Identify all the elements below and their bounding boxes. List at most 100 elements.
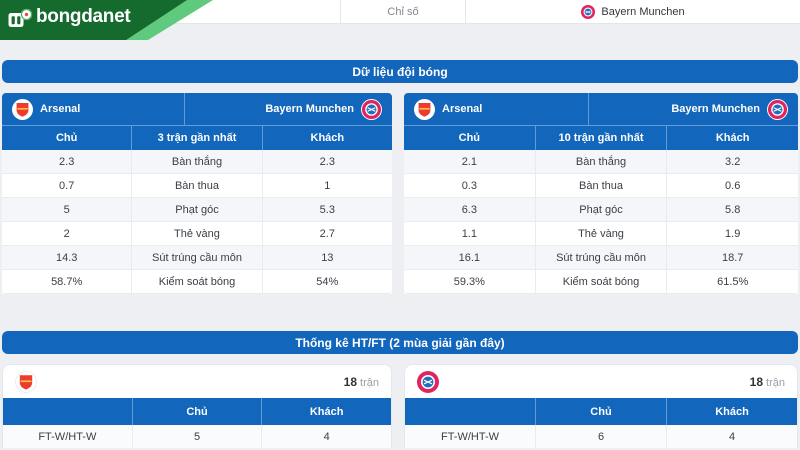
team-header-row: Arsenal Bayern Munchen bbox=[2, 93, 392, 125]
stat-home-value: 2 bbox=[2, 222, 132, 246]
htft-combo-label: FT-W/HT-W bbox=[38, 431, 97, 443]
htft-column-header: Chủ Khách bbox=[405, 398, 797, 425]
matches-count-number: 18 bbox=[749, 374, 764, 389]
stat-label: Phạt góc bbox=[131, 198, 262, 222]
table-row: 0.7 Bàn thua 1 bbox=[2, 174, 392, 198]
bayern-crest-icon bbox=[360, 98, 382, 120]
matches-count: 18 trận bbox=[344, 375, 379, 389]
bongdanet-logo[interactable]: bongdanet bbox=[0, 0, 215, 40]
stat-label: Bàn thua bbox=[131, 174, 262, 198]
stat-home-value: 58.7% bbox=[2, 270, 132, 294]
col-header-period: 10 trận gần nhất bbox=[534, 126, 667, 150]
stat-away-value: 54% bbox=[261, 270, 392, 294]
stat-away-value: 13 bbox=[261, 246, 392, 270]
table-row: 14.3 Sút trúng cầu môn 13 bbox=[2, 246, 392, 270]
away-team-cell: Bayern Munchen bbox=[589, 93, 798, 125]
htft-away-value: 4 bbox=[261, 425, 391, 448]
home-team-name: Arsenal bbox=[442, 103, 483, 115]
topbar-team-name: Bayern Munchen bbox=[601, 5, 685, 18]
tab-chi-so-label: Chỉ số bbox=[387, 5, 419, 18]
brand-banner-shape bbox=[0, 0, 213, 40]
stat-table-3-matches: Arsenal Bayern Munchen Chủ 3 trận gần nh… bbox=[2, 93, 392, 294]
away-team-name: Bayern Munchen bbox=[671, 103, 760, 115]
stat-home-value: 5 bbox=[2, 198, 132, 222]
stat-away-value: 18.7 bbox=[666, 246, 799, 270]
col-empty bbox=[3, 398, 132, 425]
stat-home-value: 0.3 bbox=[404, 174, 535, 198]
stat-away-value: 2.3 bbox=[261, 150, 392, 174]
stat-label: Phạt góc bbox=[534, 198, 667, 222]
table-row: 16.1 Sút trúng cầu môn 18.7 bbox=[404, 246, 799, 270]
arsenal-crest-icon bbox=[15, 370, 37, 393]
htft-column-header: Chủ Khách bbox=[3, 398, 391, 425]
table-row: 1.1 Thẻ vàng 1.9 bbox=[404, 222, 799, 246]
stat-home-value: 0.7 bbox=[2, 174, 132, 198]
team-header-row: Arsenal Bayern Munchen bbox=[404, 93, 798, 125]
panel-header: 18 trận bbox=[3, 365, 391, 398]
section-banner-team-data: Dữ liệu đội bóng bbox=[2, 60, 798, 83]
col-empty bbox=[405, 398, 535, 425]
section1-title: Dữ liệu đội bóng bbox=[352, 64, 448, 79]
column-header-row: Chủ 10 trận gần nhất Khách bbox=[404, 125, 798, 150]
stat-label: Sút trúng cầu môn bbox=[131, 246, 262, 270]
htft-panel-bayern: 18 trận Chủ Khách FT-W/HT-W 6 4 bbox=[404, 364, 798, 448]
htft-panel-arsenal: 18 trận Chủ Khách FT-W/HT-W 5 4 bbox=[2, 364, 392, 448]
col-header-period: 3 trận gần nhất bbox=[131, 126, 261, 150]
home-team-cell: Arsenal bbox=[404, 93, 590, 125]
bayern-crest-icon bbox=[581, 4, 596, 19]
matches-count-number: 18 bbox=[343, 374, 358, 389]
home-team-name: Arsenal bbox=[40, 103, 81, 115]
stat-away-value: 5.8 bbox=[666, 198, 799, 222]
stat-label: Bàn thắng bbox=[131, 150, 262, 174]
table-row: 59.3% Kiểm soát bóng 61.5% bbox=[404, 270, 799, 294]
stat-home-value: 14.3 bbox=[2, 246, 132, 270]
matches-count: 18 trận bbox=[750, 375, 785, 389]
home-team-cell: Arsenal bbox=[2, 93, 186, 125]
col-header-away: Khách bbox=[261, 126, 392, 150]
col-header-home: Chủ bbox=[131, 398, 262, 425]
table-row: 5 Phạt góc 5.3 bbox=[2, 198, 392, 222]
brand-wordmark: bongdanet bbox=[36, 6, 131, 27]
stat-home-value: 59.3% bbox=[404, 270, 535, 294]
stat-away-value: 5.3 bbox=[261, 198, 392, 222]
htft-away-value: 4 bbox=[666, 425, 797, 448]
stat-label: Bàn thắng bbox=[534, 150, 667, 174]
away-team-name: Bayern Munchen bbox=[265, 103, 354, 115]
tab-bayern-munchen[interactable]: Bayern Munchen bbox=[466, 0, 800, 23]
col-header-home: Chủ bbox=[55, 132, 78, 144]
stat-away-value: 0.6 bbox=[666, 174, 799, 198]
table-row: 0.3 Bàn thua 0.6 bbox=[404, 174, 799, 198]
away-team-cell: Bayern Munchen bbox=[185, 93, 392, 125]
arsenal-crest-icon bbox=[12, 98, 33, 120]
matches-count-label: trận bbox=[360, 376, 379, 389]
table-row: 58.7% Kiểm soát bóng 54% bbox=[2, 270, 392, 294]
stat-away-value: 2.7 bbox=[261, 222, 392, 246]
table-row: 6.3 Phạt góc 5.8 bbox=[404, 198, 799, 222]
stat-table-10-matches: Arsenal Bayern Munchen Chủ 10 trận gần n… bbox=[404, 93, 799, 294]
stat-home-value: 2.3 bbox=[2, 150, 132, 174]
section2-title: Thống kê HT/FT (2 mùa giải gần đây) bbox=[295, 335, 505, 350]
bayern-crest-icon bbox=[417, 370, 439, 393]
stat-home-value: 6.3 bbox=[404, 198, 535, 222]
matches-count-label: trận bbox=[766, 376, 785, 389]
stat-home-value: 16.1 bbox=[404, 246, 535, 270]
stat-home-value: 2.1 bbox=[404, 150, 535, 174]
htft-row: FT-W/HT-W 6 4 bbox=[405, 425, 797, 448]
col-header-home: Chủ bbox=[535, 398, 666, 425]
htft-combo-label: FT-W/HT-W bbox=[440, 431, 500, 443]
column-header-row: Chủ 3 trận gần nhất Khách bbox=[2, 125, 392, 150]
htft-home-value: 5 bbox=[131, 425, 262, 448]
tab-chi-so[interactable]: Chỉ số bbox=[340, 0, 466, 23]
arsenal-crest-icon bbox=[414, 98, 435, 120]
htft-row: FT-W/HT-W 5 4 bbox=[3, 425, 391, 448]
stat-label: Sút trúng cầu môn bbox=[534, 246, 667, 270]
col-header-away: Khách bbox=[666, 126, 798, 150]
stat-home-value: 1.1 bbox=[404, 222, 535, 246]
stat-away-value: 1 bbox=[261, 174, 392, 198]
stat-label: Kiểm soát bóng bbox=[131, 270, 262, 294]
stat-label: Thẻ vàng bbox=[534, 222, 667, 246]
table-row: 2.1 Bàn thắng 3.2 bbox=[404, 150, 799, 174]
bayern-crest-icon bbox=[766, 98, 788, 120]
col-header-away: Khách bbox=[261, 398, 391, 425]
stat-label: Thẻ vàng bbox=[131, 222, 262, 246]
